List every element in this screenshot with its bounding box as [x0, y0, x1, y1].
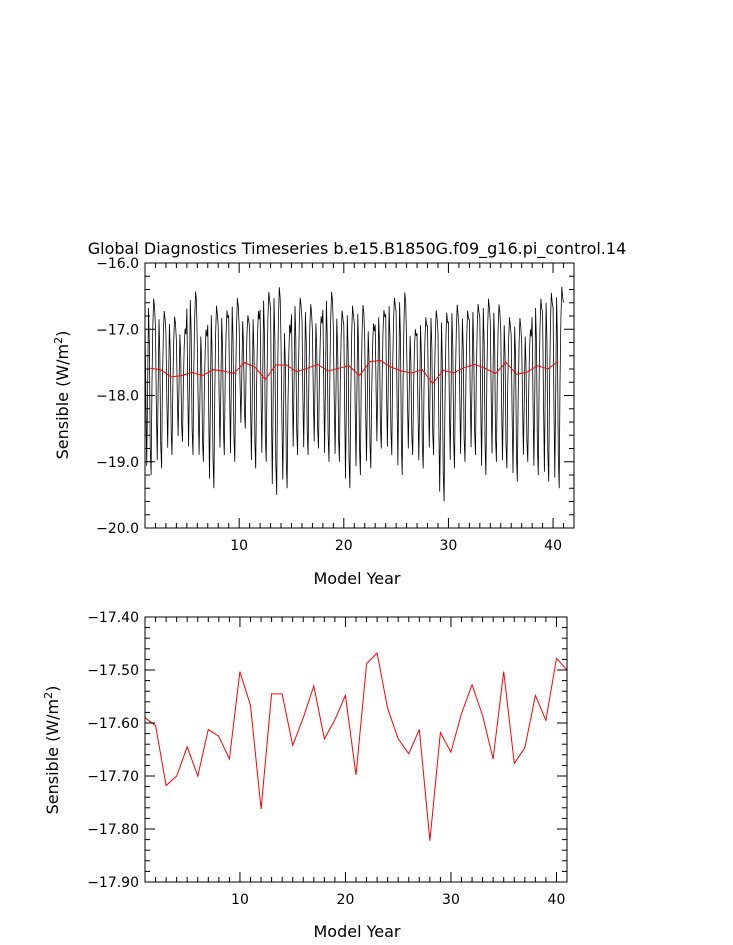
chart-top-ytick-label: −17.0: [96, 322, 139, 338]
chart-top-series-line-1: [150, 359, 559, 385]
chart-bottom-series: [144, 651, 568, 841]
chart-bottom-xtick-label: 40: [548, 892, 566, 908]
chart-top-ytick-label: −19.0: [96, 455, 139, 471]
chart-top-ytick-label: −16.0: [96, 256, 139, 272]
chart-bottom-xtick-label: 30: [442, 892, 460, 908]
chart-bottom: 10 20 30 40 −17.90 −17.80 −17.70 −17.60 −17.50 −1…: [42, 610, 568, 941]
chart-top-title: Global Diagnostics Timeseries b.e15.B185…: [88, 239, 627, 259]
chart-top: Global Diagnostics Timeseries b.e15.B185…: [52, 239, 627, 588]
chart-top-xtick-label: 30: [440, 538, 458, 554]
chart-bottom-ytick-label: −17.40: [87, 610, 139, 626]
chart-bottom-ytick-label: −17.80: [87, 822, 139, 838]
chart-top-xlabel: Model Year: [314, 569, 401, 588]
chart-bottom-xtick-label: 10: [231, 892, 249, 908]
chart-top-series: [144, 286, 564, 502]
chart-top-xtick-label: 20: [335, 538, 353, 554]
chart-top-series-line-0: [144, 286, 564, 502]
chart-bottom-ytick-label: −17.60: [87, 716, 139, 732]
chart-top-ticks: 10 20 30 40 −20.0 −19.0 −18.0 −17.0 −16.0: [96, 256, 575, 554]
chart-bottom-xlabel: Model Year: [314, 922, 401, 941]
chart-top-ylabel: Sensible (W/m2): [52, 331, 73, 460]
chart-top-ytick-label: −20.0: [96, 521, 139, 537]
chart-bottom-ylabel: Sensible (W/m2): [42, 686, 63, 815]
chart-top-xtick-label: 40: [544, 538, 562, 554]
chart-bottom-xtick-label: 20: [337, 892, 355, 908]
chart-bottom-ytick-label: −17.90: [87, 875, 139, 891]
chart-bottom-ticks: 10 20 30 40 −17.90 −17.80 −17.70 −17.60 −17.50 −1…: [87, 610, 568, 908]
chart-bottom-ytick-label: −17.50: [87, 663, 139, 679]
chart-bottom-frame: [144, 616, 568, 883]
chart-bottom-ytick-label: −17.70: [87, 769, 139, 785]
chart-top-xtick-label: 10: [230, 538, 248, 554]
chart-top-frame: [144, 262, 575, 529]
chart-bottom-series-line-0: [144, 651, 568, 841]
chart-top-ytick-label: −18.0: [96, 389, 139, 405]
